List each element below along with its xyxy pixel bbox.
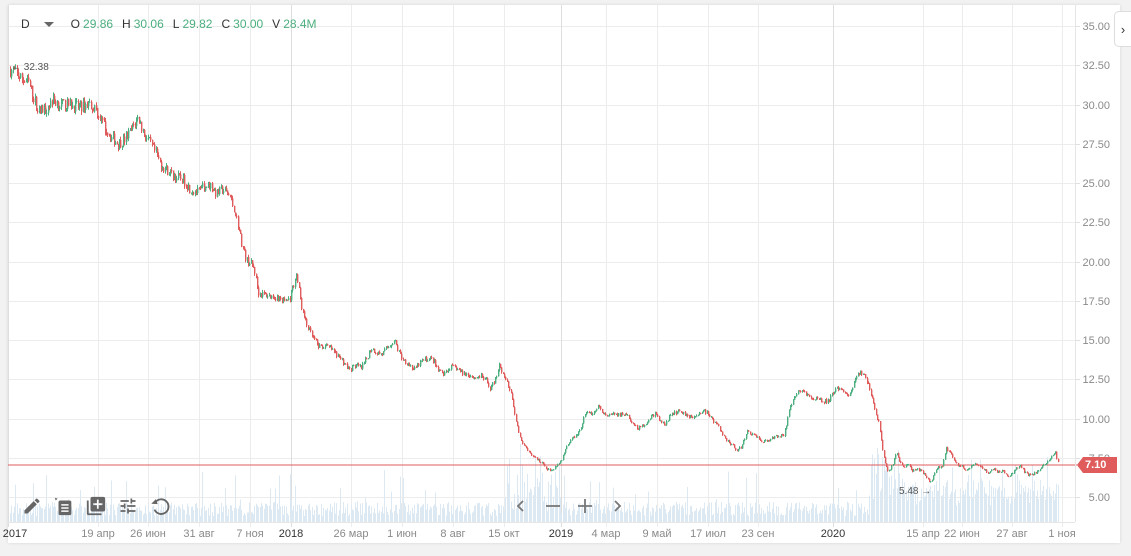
time-axis-label: 7 ноя [236,528,264,540]
close-value: 30.00 [233,17,264,31]
chart-navigation [505,492,633,520]
time-axis-label: 26 июн [130,528,166,540]
volume-histogram [10,443,1059,522]
time-axis-label: 15 окт [488,528,520,540]
time-axis-label: 31 авг [183,528,215,540]
zoom-in-button[interactable] [569,492,601,520]
draw-button[interactable] [16,493,48,519]
reset-icon [151,498,170,515]
close-label: C [221,17,231,31]
price-axis-label: 10.00 [1082,413,1110,426]
interval-selector[interactable]: D [21,17,30,31]
time-axis-label: 26 мар [333,528,369,540]
price-axis-label: 30.00 [1082,99,1110,112]
price-axis-label: 12.50 [1082,373,1110,386]
candlestick-series [10,64,1060,483]
time-axis-label: 4 мар [591,528,621,540]
add-indicator-button[interactable] [80,493,112,519]
time-axis-label: 2019 [548,528,574,540]
chevron-right-icon: › [1120,21,1126,37]
price-axis-label: 35.00 [1082,20,1110,33]
notes-button[interactable] [48,493,80,519]
scroll-right-icon [614,500,622,512]
time-axis-label: 9 май [642,528,672,540]
time-axis-label: 1 июн [387,528,417,540]
time-axis-label: 2020 [820,528,846,540]
high-label: H [122,17,131,31]
low-label: L [172,17,180,31]
time-axis-label: 2018 [278,528,304,540]
time-axis-label: 15 апр [906,528,940,540]
pencil-icon [24,498,40,514]
volume-label: V [272,17,281,31]
price-axis-label: 32.50 [1082,59,1110,72]
time-axis-label: 8 авг [440,528,466,540]
time-axis-label: 1 ноя [1048,528,1076,540]
open-label: O [70,17,81,31]
zoom-in-icon [578,499,592,513]
settings-sliders-icon [120,498,136,514]
scroll-right-button[interactable] [601,492,633,520]
last-price-badge: 7.10 [1077,457,1117,473]
volume-value: 28.4M [283,17,317,31]
price-axis-label: 25.00 [1082,177,1110,190]
open-value: 29.86 [83,17,114,31]
zoom-out-button[interactable] [537,492,569,520]
price-axis-label: 27.50 [1082,138,1110,151]
drawing-toolbar [16,493,176,519]
side-panel-toggle[interactable]: › [1114,11,1131,47]
price-axis-label: 15.00 [1082,334,1110,347]
add-indicator-icon [86,496,106,516]
time-axis-label: 23 сен [741,528,775,540]
price-axis-label: 22.50 [1082,216,1110,229]
chart-settings-button[interactable] [112,493,144,519]
scroll-left-icon [516,500,524,512]
time-axis-label: 27 авг [996,528,1028,540]
zoom-out-icon [546,505,560,507]
time-axis-label: 17 июл [690,528,726,540]
time-axis-label: 22 июн [944,528,980,540]
chart-grid [8,5,1080,527]
min-price-annotation: 5.48 → [899,486,932,497]
price-axis-label: 20.00 [1082,256,1110,269]
max-price-annotation: ← 32.38 [11,62,49,73]
notes-icon [54,497,72,516]
scroll-left-button[interactable] [505,492,537,520]
ohlc-legend: D O 29.86 H 30.06 L 29.82 C 30.00 V 28.4… [21,17,326,31]
reset-chart-button[interactable] [144,493,176,519]
price-axis-label: 17.50 [1082,295,1110,308]
time-axis-label: 19 апр [81,528,115,540]
high-value: 30.06 [133,17,164,31]
time-axis-label: 2017 [2,528,28,540]
price-axis-label: 5.00 [1088,491,1110,504]
low-value: 29.82 [182,17,213,31]
chevron-down-icon[interactable] [43,21,54,27]
